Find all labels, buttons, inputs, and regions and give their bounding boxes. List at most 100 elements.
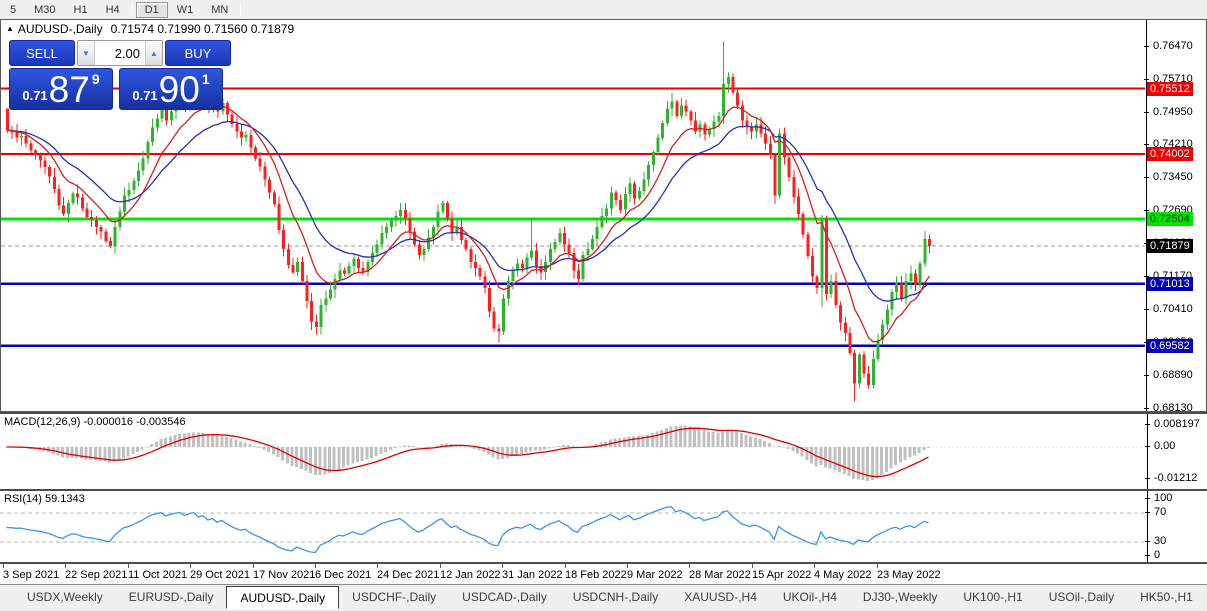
- volume-stepper: ▼ ▲: [77, 40, 163, 66]
- sell-price-prefix: 0.71: [22, 88, 48, 103]
- price-axis-tick: 0.68130: [1144, 402, 1193, 414]
- price-axis-tick: 0.70410: [1144, 303, 1193, 315]
- macd-panel: MACD(12,26,9) -0.000016 -0.003546 0.0081…: [0, 412, 1207, 489]
- sell-price-sup: 9: [91, 71, 100, 87]
- rsi-axis-tick: 100: [1144, 492, 1173, 504]
- timeframe-button-h1[interactable]: H1: [73, 3, 88, 16]
- chart-tab-xauusdh4[interactable]: XAUUSD-,H4: [684, 590, 757, 604]
- price-level-tag: 0.71879: [1147, 239, 1193, 253]
- rsi-axis: 100 70 30 0: [1144, 491, 1207, 562]
- rsi-chart[interactable]: [0, 491, 1144, 562]
- date-axis-label: 23 May 2022: [877, 569, 941, 581]
- rsi-label: RSI(14) 59.1343: [4, 493, 85, 505]
- chart-tab-audusddaily[interactable]: AUDUSD-,Daily: [226, 586, 340, 609]
- rsi-axis-tick: 30: [1144, 535, 1167, 547]
- date-axis-tick: [3, 564, 4, 568]
- date-axis-tick: [689, 564, 690, 568]
- rsi-axis-tick: 70: [1144, 506, 1167, 518]
- macd-axis-tick: 0.00: [1144, 440, 1176, 452]
- macd-chart[interactable]: [0, 414, 1144, 489]
- toolbar-separator: [131, 2, 133, 17]
- date-axis-label: 12 Jan 2022: [440, 569, 501, 581]
- chart-tab-usdxweekly[interactable]: USDX,Weekly: [27, 590, 103, 604]
- macd-label: MACD(12,26,9) -0.000016 -0.003546: [4, 416, 186, 428]
- buy-price-sup: 1: [201, 71, 210, 87]
- price-axis: 0.76470 0.75710 0.74950 0.74210 0.73450 0.726…: [1144, 20, 1206, 414]
- buy-price-big: 90: [158, 69, 200, 110]
- timeframe-button-h4[interactable]: H4: [105, 3, 120, 16]
- chart-tabs: USDX,Weekly EURUSD-,Daily AUDUSD-,Daily USD…: [0, 584, 1207, 609]
- sell-button[interactable]: SELL: [9, 40, 75, 66]
- price-level-tag: 0.72504: [1147, 212, 1193, 226]
- price-level-tag: 0.74002: [1147, 147, 1193, 161]
- date-axis-label: 18 Feb 2022: [565, 569, 627, 581]
- date-axis-label: 15 Apr 2022: [752, 569, 812, 581]
- volume-input[interactable]: [95, 41, 145, 65]
- timeframe-button-w1[interactable]: W1: [176, 3, 194, 16]
- buy-price-prefix: 0.71: [132, 88, 158, 103]
- date-axis-label: 28 Mar 2022: [689, 569, 751, 581]
- chart-tab-usdchfdaily[interactable]: USDCHF-,Daily: [352, 590, 437, 604]
- volume-decrease-icon[interactable]: ▼: [78, 41, 95, 65]
- date-axis-tick: [877, 564, 878, 568]
- date-axis-tick: [65, 564, 66, 568]
- macd-axis-tick: 0.008197: [1145, 418, 1200, 430]
- price-axis-tick: 0.76470: [1144, 40, 1193, 52]
- date-axis-tick: [627, 564, 628, 568]
- macd-axis-tick: -0.01212: [1144, 472, 1198, 484]
- macd-axis: 0.008197 0.00 -0.01212: [1144, 414, 1207, 489]
- timeframe-button-mn[interactable]: MN: [211, 3, 229, 16]
- sell-price-display[interactable]: 0.71 87 9: [9, 68, 113, 110]
- symbol-name: AUDUSD-,Daily: [17, 22, 103, 36]
- volume-increase-icon[interactable]: ▲: [145, 41, 162, 65]
- chart-tab-usoildaily[interactable]: USOil-,Daily: [1048, 590, 1115, 604]
- date-axis-tick: [128, 564, 129, 568]
- date-axis-label: 9 Mar 2022: [627, 569, 683, 581]
- date-axis-tick: [502, 564, 503, 568]
- chart-tab-usdcnhdaily[interactable]: USDCNH-,Daily: [572, 590, 659, 604]
- chart-title: ▲ AUDUSD-,Daily 0.71574 0.71990 0.71560 0.…: [6, 22, 294, 36]
- chart-tab-dj30weekly[interactable]: DJ30-,Weekly: [862, 590, 938, 604]
- chart-tab-eurusddaily[interactable]: EURUSD-,Daily: [128, 590, 214, 604]
- date-axis-tick: [253, 564, 254, 568]
- sell-price-big: 87: [48, 69, 90, 110]
- price-level-tag: 0.75512: [1147, 82, 1193, 96]
- date-axis-label: 4 May 2022: [814, 569, 872, 581]
- date-axis-label: 31 Jan 2022: [502, 569, 563, 581]
- rsi-axis-tick: 0: [1144, 549, 1161, 561]
- price-axis-tick: 0.73450: [1144, 171, 1193, 183]
- chart-tab-ukoilh4[interactable]: UKOil-,H4: [782, 590, 837, 604]
- date-axis-tick: [565, 564, 566, 568]
- toolbar-separator: [240, 2, 242, 17]
- date-axis-label: 3 Sep 2021: [3, 569, 60, 581]
- date-axis-label: 22 Sep 2021: [65, 569, 128, 581]
- date-axis-tick: [190, 564, 191, 568]
- buy-button[interactable]: BUY: [165, 40, 231, 66]
- candlestick-chart[interactable]: [1, 20, 1145, 411]
- price-axis-tick: 0.68890: [1144, 369, 1193, 381]
- chart-tab-hk50h1[interactable]: HK50-,H1: [1140, 590, 1193, 604]
- chart-tab-usdcaddaily[interactable]: USDCAD-,Daily: [462, 590, 547, 604]
- date-axis-tick: [377, 564, 378, 568]
- chart-tab-uk100h1[interactable]: UK100-,H1: [963, 590, 1023, 604]
- one-click-trading-widget: SELL ▼ ▲ BUY 0.71 87 9 0.71 90 1: [9, 40, 231, 110]
- date-axis-tick: [440, 564, 441, 568]
- date-axis-label: 17 Nov 2021: [253, 569, 316, 581]
- date-axis-label: 24 Dec 2021: [377, 569, 440, 581]
- date-axis-tick: [814, 564, 815, 568]
- chart-window: ▲ AUDUSD-,Daily 0.71574 0.71990 0.71560 0.…: [0, 19, 1207, 414]
- date-axis-label: 6 Dec 2021: [315, 569, 372, 581]
- date-axis-label: 29 Oct 2021: [190, 569, 250, 581]
- date-axis-tick: [752, 564, 753, 568]
- timeframe-button-5[interactable]: 5: [10, 3, 17, 16]
- collapse-triangle-icon[interactable]: ▲: [6, 24, 14, 33]
- date-axis-tick: [315, 564, 316, 568]
- timeframe-button-d1[interactable]: D1: [135, 1, 168, 18]
- price-level-tag: 0.69582: [1147, 339, 1193, 353]
- rsi-panel: RSI(14) 59.1343 100 70 30 0: [0, 489, 1207, 562]
- buy-price-display[interactable]: 0.71 90 1: [119, 68, 223, 110]
- ohlc-values: 0.71574 0.71990 0.71560 0.71879: [110, 22, 295, 36]
- date-axis-label: 11 Oct 2021: [128, 569, 188, 581]
- timeframe-button-m30[interactable]: M30: [34, 3, 56, 16]
